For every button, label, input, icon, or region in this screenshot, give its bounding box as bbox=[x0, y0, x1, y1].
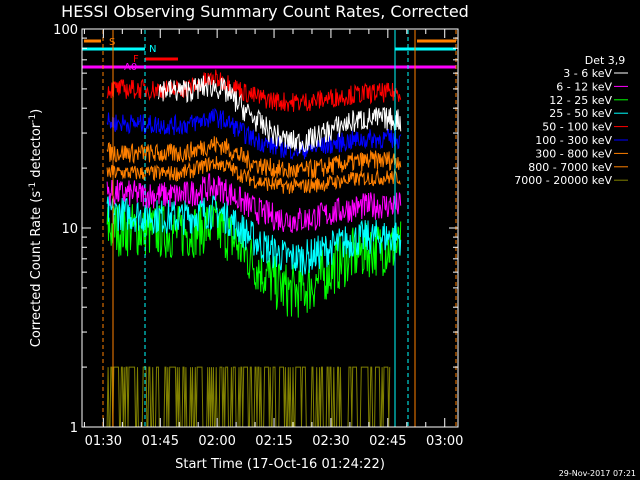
x-tick-label: 01:30 bbox=[85, 434, 122, 449]
x-axis-label: Start Time (17-Oct-16 01:24:22) bbox=[175, 457, 385, 472]
legend-label: 800 - 7000 keV bbox=[528, 161, 612, 174]
x-tick-label: 02:30 bbox=[312, 434, 349, 449]
series-layer bbox=[106, 69, 402, 428]
series-line bbox=[157, 75, 402, 154]
series-line bbox=[106, 194, 402, 276]
x-tick-label: 02:45 bbox=[369, 434, 406, 449]
legend-label: 7000 - 20000 keV bbox=[514, 174, 612, 187]
series-line bbox=[106, 156, 401, 194]
axes-layer: 1 10 100 01:30 01:45 02:00 02:15 02:30 02:45 03:0… bbox=[53, 23, 463, 449]
series-line bbox=[106, 69, 402, 112]
series-line bbox=[106, 136, 402, 180]
x-tick-label: 03:00 bbox=[426, 434, 463, 449]
y-axis-label: Corrected Count Rate (s-1 detector-1) bbox=[28, 109, 44, 347]
y-tick-label: 10 bbox=[61, 222, 78, 237]
night-flag-label: N bbox=[149, 44, 156, 55]
flare-flag-label: F bbox=[133, 54, 139, 65]
legend-label: 3 - 6 keV bbox=[563, 67, 612, 80]
legend-label: 6 - 12 keV bbox=[556, 80, 612, 93]
series-line bbox=[106, 107, 402, 161]
saa-flag-label: S bbox=[109, 37, 115, 48]
y-tick-label: 1 bbox=[70, 421, 78, 436]
legend-label: 25 - 50 keV bbox=[549, 107, 612, 120]
footer-date: 29-Nov-2017 07:21 bbox=[559, 469, 636, 478]
chart-title: HESSI Observing Summary Count Rates, Cor… bbox=[61, 2, 469, 21]
y-tick-label: 100 bbox=[53, 23, 78, 38]
attenuator-flag-label: A0 bbox=[124, 62, 137, 73]
series-line bbox=[106, 200, 402, 318]
legend-label: 50 - 100 keV bbox=[542, 121, 612, 134]
x-tick-label: 02:00 bbox=[198, 434, 235, 449]
x-tick-label: 02:15 bbox=[255, 434, 292, 449]
series-line bbox=[106, 173, 402, 233]
legend-label: 300 - 800 keV bbox=[535, 147, 612, 160]
x-tick-label: 01:45 bbox=[142, 434, 179, 449]
legend-title: Det 3,9 bbox=[585, 54, 626, 67]
series-line bbox=[106, 366, 391, 428]
legend-label: 12 - 25 keV bbox=[549, 94, 612, 107]
legend-label: 100 - 300 keV bbox=[535, 134, 612, 147]
